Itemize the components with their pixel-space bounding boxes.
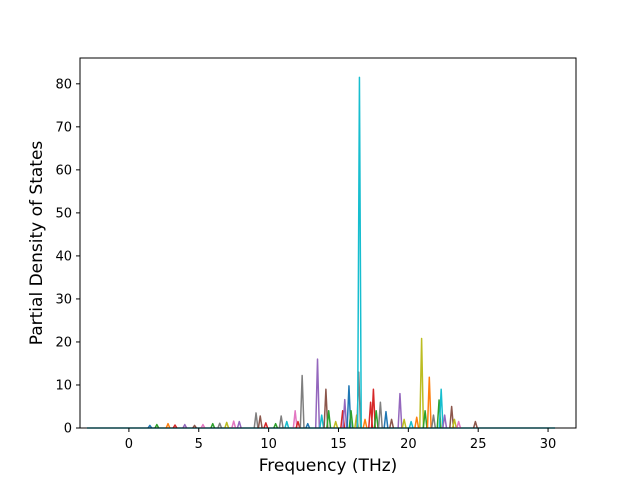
pdos-peak-22 xyxy=(314,358,321,429)
pdos-peak-44 xyxy=(414,416,420,429)
x-tick-label: 20 xyxy=(400,437,417,452)
pdos-peak-11 xyxy=(236,420,242,429)
pdos-peak-34 xyxy=(362,418,368,429)
y-tick-label: 80 xyxy=(55,77,72,92)
y-tick-label: 10 xyxy=(55,378,72,393)
pdos-peak-1 xyxy=(154,423,160,429)
pdos-peak-20 xyxy=(299,374,305,429)
pdos-peak-41 xyxy=(397,392,403,429)
y-ticks: 0 10 20 30 40 50 60 70 80 xyxy=(55,77,80,437)
x-tick-label: 10 xyxy=(260,437,277,452)
y-tick-label: 60 xyxy=(55,163,72,178)
pdos-peak-13 xyxy=(257,415,263,429)
pdos-peak-37 xyxy=(373,410,379,429)
x-tick-label: 5 xyxy=(195,437,203,452)
pdos-peak-54 xyxy=(456,420,462,429)
pdos-peak-53 xyxy=(451,418,457,429)
pdos-peak-2 xyxy=(165,422,171,429)
pdos-peak-25 xyxy=(326,410,332,429)
pdos-peak-18 xyxy=(292,410,298,429)
pdos-peak-0 xyxy=(147,424,153,429)
pdos-peak-47 xyxy=(426,376,432,429)
pdos-peak-3 xyxy=(172,424,178,429)
y-tick-label: 50 xyxy=(55,206,72,221)
pdos-peak-36 xyxy=(370,388,376,429)
y-axis-label: Partial Density of States xyxy=(27,141,47,346)
pdos-peak-39 xyxy=(383,410,389,429)
pdos-peak-46 xyxy=(422,410,428,429)
axes-frame xyxy=(79,57,577,429)
pdos-peak-40 xyxy=(389,418,395,429)
pdos-peak-43 xyxy=(408,420,414,429)
y-tick-label: 40 xyxy=(55,249,72,264)
x-ticks: 0 5 10 15 20 25 30 xyxy=(125,428,557,452)
pdos-peak-55 xyxy=(472,420,478,429)
x-tick-label: 0 xyxy=(125,437,133,452)
pdos-peak-28 xyxy=(342,398,348,429)
pdos-peak-6 xyxy=(200,423,206,429)
pdos-peak-52 xyxy=(449,405,455,429)
pdos-peak-19 xyxy=(295,420,301,429)
pdos-peak-14 xyxy=(263,422,269,429)
x-tick-label: 30 xyxy=(540,437,557,452)
pdos-peak-51 xyxy=(442,414,448,429)
pdos-peak-45 xyxy=(419,337,425,429)
pdos-peak-10 xyxy=(231,420,237,429)
pdos-peak-15 xyxy=(273,422,279,429)
pdos-peak-17 xyxy=(284,420,290,429)
y-tick-label: 0 xyxy=(64,422,72,437)
pdos-peak-33 xyxy=(356,76,362,429)
series-layer xyxy=(86,76,556,429)
pdos-peak-8 xyxy=(217,422,223,429)
y-tick-label: 20 xyxy=(55,335,72,350)
pdos-peak-48 xyxy=(430,414,437,429)
pdos-peak-30 xyxy=(348,410,354,429)
pdos-peak-7 xyxy=(210,422,216,429)
pdos-peak-38 xyxy=(377,401,383,429)
pdos-peak-16 xyxy=(278,415,284,429)
pdos-peak-21 xyxy=(305,422,311,429)
y-tick-label: 70 xyxy=(55,120,72,135)
pdos-peak-5 xyxy=(192,424,198,429)
pdos-peak-50 xyxy=(438,388,444,429)
plot-area xyxy=(80,58,576,428)
y-tick-label: 30 xyxy=(55,292,72,307)
x-tick-label: 15 xyxy=(330,437,347,452)
x-axis-label: Frequency (THz) xyxy=(259,456,398,476)
pdos-peak-42 xyxy=(401,418,407,429)
pdos-peak-4 xyxy=(182,423,188,429)
pdos-peak-12 xyxy=(253,412,259,429)
pdos-peak-23 xyxy=(319,414,325,429)
x-tick-label: 25 xyxy=(470,437,487,452)
pdos-peak-9 xyxy=(224,421,230,429)
pdos-peak-24 xyxy=(323,388,329,429)
pdos-peak-26 xyxy=(333,420,339,429)
